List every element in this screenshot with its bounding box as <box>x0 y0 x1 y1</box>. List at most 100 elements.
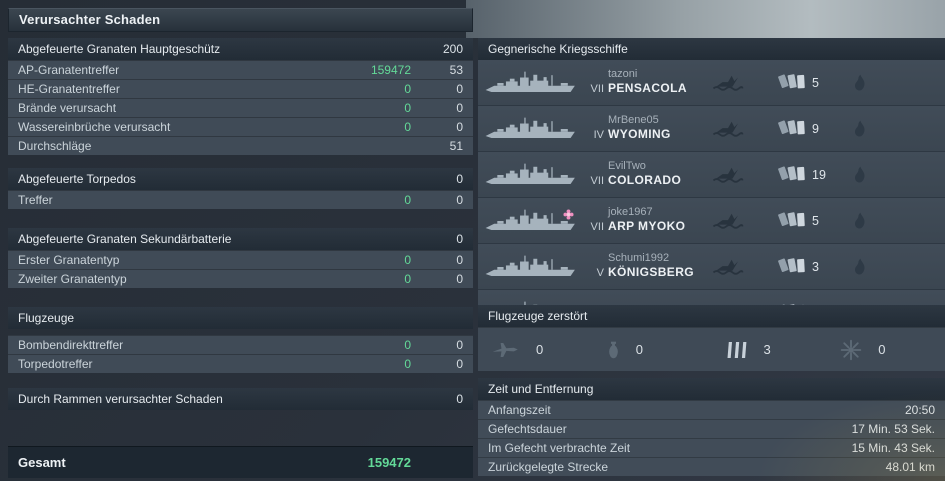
stat-row-secondary-type2: Zweiter Granatentyp 0 0 <box>8 269 473 288</box>
panel-title: Verursachter Schaden <box>19 12 161 27</box>
ship-stats-icons: 19 <box>694 164 868 186</box>
enemy-ship-row[interactable]: Schumi1992 V KÖNIGSBERG 3 <box>478 244 945 290</box>
stat-count-value: 53 <box>449 63 463 77</box>
enemy-ship-row-clipped[interactable]: Philipp666 <box>478 290 945 305</box>
time-label: Anfangszeit <box>488 403 551 417</box>
planes-counter-bombers[interactable]: 0 <box>595 328 712 371</box>
torpedo-tubes-icon <box>724 338 748 362</box>
section-main-battery: Abgefeuerte Granaten Hauptgeschütz 200 <box>8 38 473 60</box>
ship-tier: VII <box>590 221 604 233</box>
counter-value: 0 <box>635 342 643 357</box>
time-row-time-in-battle: Im Gefecht verbrachte Zeit 15 Min. 43 Se… <box>478 438 945 457</box>
stat-count-value: 0 <box>456 101 463 115</box>
enemy-ship-row[interactable]: joke1967 VII ARP MYOKO 5 <box>478 198 945 244</box>
ship-name: COLORADO <box>608 173 682 187</box>
ship-tier: VII <box>590 175 604 187</box>
background-sky <box>466 0 945 38</box>
shell-hits-icon[interactable] <box>778 72 808 94</box>
stat-damage-value: 0 <box>404 82 411 96</box>
ship-silhouette-icon <box>478 208 582 234</box>
stat-damage-value: 0 <box>404 193 411 207</box>
stat-damage-value: 0 <box>404 357 411 371</box>
time-row-start: Anfangszeit 20:50 <box>478 400 945 419</box>
section-label: Gegnerische Kriegsschiffe <box>488 42 628 56</box>
ship-stats-icons: 5 <box>694 72 868 94</box>
shell-hits-icon[interactable] <box>778 256 808 278</box>
stat-count-value: 0 <box>456 272 463 286</box>
hits-count: 9 <box>812 121 819 136</box>
section-label: Abgefeuerte Granaten Sekundärbatterie <box>18 232 232 246</box>
stat-row-floods: Wassereinbrüche verursacht 0 0 <box>8 117 473 136</box>
fire-icon[interactable] <box>852 119 868 139</box>
section-label: Abgefeuerte Granaten Hauptgeschütz <box>18 42 221 56</box>
ship-stats-icons: 5 <box>694 210 868 232</box>
shell-hits-icon[interactable] <box>778 210 808 232</box>
section-value: 200 <box>442 42 463 56</box>
time-row-distance: Zurückgelegte Strecke 48.01 km <box>478 457 945 476</box>
enemy-ship-row[interactable]: EvilTwo VII COLORADO 19 <box>478 152 945 198</box>
enemy-ship-row[interactable]: MrBene05 IV WYOMING 9 <box>478 106 945 152</box>
ship-identity: joke1967 VII ARP MYOKO <box>582 206 694 235</box>
ship-sunk-icon[interactable] <box>710 165 746 185</box>
stat-count-value: 0 <box>456 338 463 352</box>
section-label: Abgefeuerte Torpedos <box>18 172 136 186</box>
stat-label: AP-Granatentreffer <box>18 63 120 77</box>
stat-label: Erster Granatentyp <box>18 253 120 267</box>
player-name: Schumi1992 <box>608 252 670 264</box>
stat-label: Brände verursacht <box>18 101 117 115</box>
ship-silhouette-icon <box>478 70 582 96</box>
fire-icon[interactable] <box>852 257 868 277</box>
section-aircraft: Flugzeuge <box>8 307 473 329</box>
stat-label: Torpedotreffer <box>18 357 93 371</box>
ship-identity: EvilTwo VII COLORADO <box>582 160 694 189</box>
fighter-plane-icon <box>490 340 520 360</box>
total-damage-value: 159472 <box>367 455 411 470</box>
section-secondary-battery: Abgefeuerte Granaten Sekundärbatterie 0 <box>8 228 473 250</box>
planes-counter-aa-guns[interactable]: 3 <box>712 328 829 371</box>
ship-sunk-icon[interactable] <box>710 211 746 231</box>
fire-icon[interactable] <box>852 165 868 185</box>
ship-name: KÖNIGSBERG <box>607 265 694 279</box>
ship-stats-icons: 9 <box>694 118 868 140</box>
stat-label: Treffer <box>18 193 53 207</box>
planes-counter-fighters[interactable]: 0 <box>478 328 595 371</box>
ship-name: WYOMING <box>608 127 671 141</box>
hits-count: 5 <box>812 75 819 90</box>
ship-name: ARP MYOKO <box>608 219 686 233</box>
shell-hits-icon[interactable] <box>778 164 808 186</box>
hits-count: 5 <box>812 213 819 228</box>
enemy-ships-list: tazoni VII PENSACOLA 5 MrBene05 <box>478 60 945 305</box>
total-damage-row: Gesamt 159472 <box>8 446 473 478</box>
stat-row-torpedo-hits: Treffer 0 0 <box>8 190 473 209</box>
stat-row-fires: Brände verursacht 0 0 <box>8 98 473 117</box>
time-row-battle-duration: Gefechtsdauer 17 Min. 53 Sek. <box>478 419 945 438</box>
time-label: Zurückgelegte Strecke <box>488 460 609 474</box>
hits-count: 19 <box>812 167 826 182</box>
player-name: tazoni <box>608 68 638 80</box>
ship-silhouette-icon <box>478 116 582 142</box>
shell-hits-icon[interactable] <box>778 118 808 140</box>
damage-caused-panel: Verursachter Schaden Abgefeuerte Granate… <box>8 8 473 478</box>
stat-damage-value: 159472 <box>370 63 411 77</box>
bomb-icon <box>607 338 620 362</box>
stat-count-value: 0 <box>456 193 463 207</box>
ship-silhouette-icon <box>478 254 582 280</box>
stat-label: Zweiter Granatentyp <box>18 272 127 286</box>
planes-counter-flak[interactable]: 0 <box>828 328 945 371</box>
stat-row-penetrations: Durchschläge 51 <box>8 136 473 155</box>
stat-label: Bombendirekttreffer <box>18 338 124 352</box>
fire-icon[interactable] <box>852 211 868 231</box>
time-value: 15 Min. 43 Sek. <box>851 441 935 455</box>
enemy-ship-row[interactable]: tazoni VII PENSACOLA 5 <box>478 60 945 106</box>
ship-sunk-icon[interactable] <box>710 257 746 277</box>
ship-identity: Schumi1992 V KÖNIGSBERG <box>582 252 694 281</box>
stat-count-value: 0 <box>456 253 463 267</box>
section-time-distance: Zeit und Entfernung <box>478 378 945 400</box>
ship-sunk-icon[interactable] <box>710 73 746 93</box>
section-value: 0 <box>456 172 463 186</box>
ship-tier: V <box>596 267 604 279</box>
stat-damage-value: 0 <box>404 338 411 352</box>
fire-icon[interactable] <box>852 73 868 93</box>
ship-sunk-icon[interactable] <box>710 119 746 139</box>
stat-row-he-hits: HE-Granatentreffer 0 0 <box>8 79 473 98</box>
